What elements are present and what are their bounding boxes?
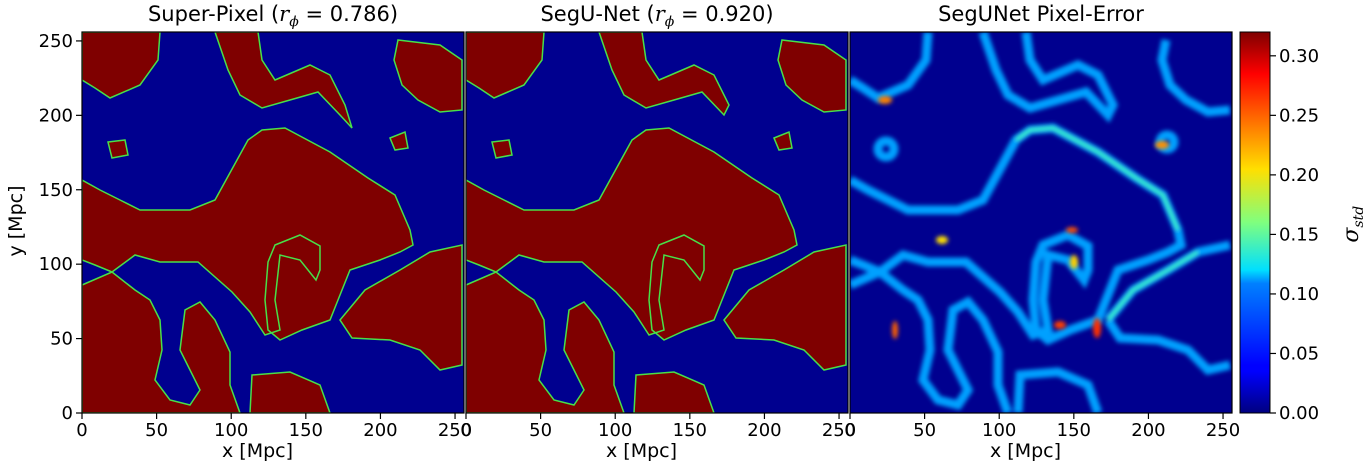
panel1-ionized-regions (82, 32, 463, 413)
error-edge-top-mid (978, 32, 1119, 123)
panel2-xtick-label: 50 (529, 420, 552, 441)
panel2-title-symbol: r (654, 2, 665, 26)
region-right-lower (723, 244, 847, 371)
panel3-heatmap (850, 32, 1232, 413)
panel3-hotspots (878, 96, 1169, 339)
panel2-xlabel: x [Mpc] (606, 440, 678, 462)
region-center (466, 127, 798, 341)
error-edge-top-left (850, 32, 933, 104)
panel2-heatmap (466, 32, 848, 413)
region-center (82, 127, 414, 341)
colorbar-tick-label: 0.25 (1279, 105, 1319, 126)
region-top-mid (214, 32, 353, 129)
panel1-xtick-label: 150 (289, 420, 323, 441)
panel3-frame (849, 31, 1233, 414)
error-edge-bottom-mid (1013, 367, 1103, 413)
panel3-title: SegUNet Pixel-Error (850, 2, 1232, 26)
region-small-right (773, 130, 793, 151)
panel3-xtick-label: 100 (982, 420, 1016, 441)
panel3-xtick-label: 250 (1206, 420, 1240, 441)
panel3-xtick-label: 50 (913, 420, 936, 441)
panel2-xtick-label: 100 (598, 420, 632, 441)
panel3-error-lines (850, 32, 1231, 413)
region-small-left (491, 139, 513, 159)
panel3-xlabel: x [Mpc] (990, 440, 1062, 462)
panel3-xtick-label: 200 (1131, 420, 1165, 441)
panel1-ytick-label: 0 (62, 403, 73, 424)
region-top-right (393, 39, 463, 113)
error-edge-right-lower-core (1106, 250, 1199, 321)
colorbar-tick-label: 0.20 (1279, 165, 1319, 186)
region-left-middle (466, 271, 625, 413)
colorbar-tick-label: 0.10 (1279, 284, 1319, 305)
hotspot-3 (936, 236, 948, 244)
colorbar-tick-label: 0.15 (1279, 224, 1319, 245)
panel2-title-text: SegU-Net ( (540, 2, 655, 26)
panel3-xtick-label: 150 (1057, 420, 1091, 441)
panel2-frame (465, 31, 849, 414)
hotspot-6 (1093, 318, 1101, 338)
panel2-title-value: = 0.920) (674, 2, 774, 26)
panel2-ionized-regions (466, 32, 847, 413)
panel3-title-text: SegUNet Pixel-Error (938, 2, 1144, 26)
panel1-ytick-label: 200 (39, 105, 73, 126)
colorbar-tick-label: 0.00 (1279, 403, 1319, 424)
region-top-mid (598, 32, 730, 117)
colorbar (1239, 31, 1271, 414)
region-bottom-mid (633, 371, 715, 413)
region-bottom-mid (249, 371, 331, 413)
hotspot-7 (892, 321, 898, 339)
panel2-xtick-label: 200 (747, 420, 781, 441)
region-top-right (777, 39, 847, 113)
hotspot-2 (1155, 141, 1169, 149)
panel1-xtick-label: 50 (145, 420, 168, 441)
panel3-xtick-label: 0 (844, 420, 855, 441)
error-edge-center-core (1015, 126, 1180, 231)
panel2-title: SegU-Net (rϕ = 0.920) (466, 2, 848, 30)
error-edge-left-middle (850, 266, 1013, 413)
panel1-title-sub: ϕ (289, 14, 299, 31)
panel2-title-sub: ϕ (664, 14, 675, 31)
panel2-xtick-label: 0 (460, 420, 471, 441)
panel1-ytick-label: 250 (39, 31, 73, 52)
region-left-middle (82, 271, 241, 413)
panel1-title: Super-Pixel (rϕ = 0.786) (82, 2, 464, 30)
panel1-xtick-label: 250 (438, 420, 472, 441)
error-blob-small-left (873, 136, 899, 162)
panel2-xtick-label: 150 (673, 420, 707, 441)
panel1-ytick-label: 150 (39, 180, 73, 201)
panel1-frame (81, 31, 465, 414)
panel1-ytick-label: 50 (50, 329, 73, 350)
colorbar-tick-label: 0.30 (1279, 46, 1319, 67)
panel1-title-text: Super-Pixel ( (147, 2, 280, 26)
region-top-left (466, 32, 545, 99)
region-small-left (107, 139, 129, 159)
panel1-ytick-label: 100 (39, 254, 73, 275)
region-right-lower (339, 244, 463, 371)
panel2-xtick-label: 250 (822, 420, 856, 441)
colorbar-tick-label: 0.05 (1279, 343, 1319, 364)
region-small-right (389, 130, 409, 151)
hotspot-4 (1066, 227, 1078, 233)
panel1-xtick-label: 100 (214, 420, 248, 441)
hotspot-8 (1054, 321, 1066, 329)
region-top-left (82, 32, 161, 99)
error-edge-top-right (1157, 39, 1231, 117)
hotspot-1 (878, 96, 892, 104)
panel1-xlabel: x [Mpc] (222, 440, 294, 462)
panel1-xtick-label: 200 (363, 420, 397, 441)
panel1-title-value: = 0.786) (298, 2, 399, 26)
panel1-title-symbol: r (279, 2, 290, 26)
hotspot-5 (1070, 255, 1078, 269)
panel1-xtick-label: 0 (76, 420, 87, 441)
panel3-background (850, 32, 1232, 413)
panel1-heatmap (82, 32, 464, 413)
